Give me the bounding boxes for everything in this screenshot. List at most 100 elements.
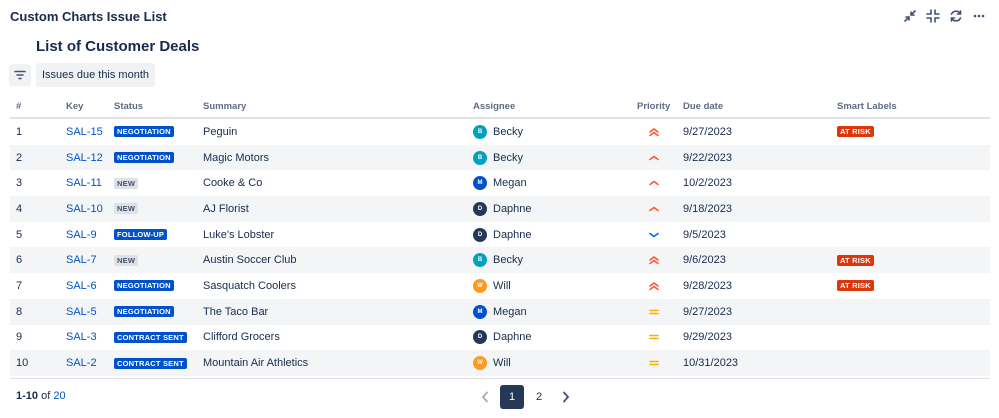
avatar: W [473, 356, 487, 371]
due-date: 9/27/2023 [683, 125, 732, 138]
top-icons [902, 8, 987, 24]
table-row[interactable]: 2 SAL-12 NEGOTIATION Magic Motors B Becky… [10, 144, 990, 171]
assignee-name: Daphne [493, 331, 532, 344]
table-row[interactable]: 6 SAL-7 NEW Austin Soccer Club B Becky 9/… [10, 247, 990, 274]
assignee-name: Will [493, 357, 511, 370]
due-date: 9/28/2023 [683, 279, 732, 292]
chevron-right-icon [563, 391, 570, 403]
filter-button[interactable] [9, 64, 31, 86]
table-row[interactable]: 10 SAL-2 CONTRACT SENT Mountain Air Athl… [10, 350, 990, 376]
status-cell: NEGOTIATION [114, 145, 174, 171]
issue-key-link[interactable]: SAL-6 [66, 279, 97, 292]
summary: Magic Motors [203, 151, 270, 164]
column-header-due[interactable]: Due date [683, 101, 724, 112]
filter-chip[interactable]: Issues due this month [36, 63, 156, 87]
status-badge: FOLLOW-UP [114, 229, 168, 241]
table-row[interactable]: 1 SAL-15 NEGOTIATION Peguin B Becky 9/27/… [10, 119, 990, 145]
page-button[interactable]: 1 [500, 385, 524, 409]
assignee-name: Daphne [493, 202, 532, 215]
column-header-priority[interactable]: Priority [637, 101, 671, 112]
assignee-name: Megan [493, 177, 527, 190]
page-button[interactable]: 2 [535, 391, 543, 403]
minimize-arrows-icon[interactable] [902, 8, 918, 24]
issue-key-link[interactable]: SAL-10 [66, 202, 103, 215]
column-header-num[interactable]: # [16, 101, 22, 112]
table-row[interactable]: 4 SAL-10 NEW AJ Florist D Daphne 9/18/202… [10, 196, 990, 222]
table-row[interactable]: 3 SAL-11 NEW Cooke & Co M Megan 10/2/2023 [10, 170, 990, 196]
at-risk-badge: AT RISK [837, 254, 874, 266]
priority-high-icon [649, 155, 659, 160]
priority-cell [647, 350, 661, 376]
next-page-button[interactable] [554, 385, 578, 409]
assignee-name: Megan [493, 305, 527, 318]
column-header-assignee[interactable]: Assignee [473, 101, 516, 112]
summary: AJ Florist [203, 202, 249, 215]
summary: Cooke & Co [203, 177, 263, 190]
priority-high-icon [649, 206, 659, 212]
due-date: 10/31/2023 [683, 357, 739, 370]
status-badge: CONTRACT SENT [114, 357, 187, 369]
prev-page-button[interactable] [473, 385, 497, 409]
status-badge: NEW [114, 203, 139, 215]
issue-key-link[interactable]: SAL-9 [66, 228, 97, 241]
avatar: D [473, 201, 487, 216]
assignee-name: Will [493, 279, 511, 292]
avatar: M [473, 176, 487, 191]
issue-key-link[interactable]: SAL-15 [66, 125, 103, 138]
app-title: Custom Charts Issue List [10, 9, 167, 24]
at-risk-badge: AT RISK [837, 280, 874, 292]
result-total[interactable]: 20 [53, 390, 66, 402]
chevron-left-icon [481, 391, 488, 403]
avatar: B [473, 253, 487, 268]
more-options-icon[interactable] [971, 8, 987, 24]
column-header-smart-labels[interactable]: Smart Labels [837, 101, 897, 112]
row-number: 7 [16, 279, 23, 292]
row-number: 4 [16, 202, 23, 215]
table-row[interactable]: 9 SAL-3 CONTRACT SENT Clifford Grocers D… [10, 325, 990, 351]
priority-cell [647, 170, 661, 196]
issue-key-link[interactable]: SAL-2 [66, 357, 97, 370]
filter-icon [14, 70, 26, 80]
row-number: 6 [16, 254, 23, 267]
table-row[interactable]: 8 SAL-5 NEGOTIATION The Taco Bar M Megan … [10, 298, 990, 325]
column-header-summary[interactable]: Summary [203, 101, 247, 112]
status-cell: FOLLOW-UP [114, 222, 168, 248]
status-cell: CONTRACT SENT [114, 325, 187, 351]
due-date: 9/6/2023 [683, 254, 726, 267]
status-badge: NEGOTIATION [114, 280, 174, 292]
issues-table: # Key Status Summary Assignee Priority D… [10, 95, 990, 376]
issue-key-link[interactable]: SAL-5 [66, 305, 97, 318]
assignee-cell: W Will [473, 350, 511, 376]
assignee-name: Becky [493, 254, 523, 267]
column-header-status[interactable]: Status [114, 101, 144, 112]
smart-label-cell: AT RISK [837, 273, 874, 299]
column-header-key[interactable]: Key [66, 101, 84, 112]
priority-low-icon [649, 232, 659, 238]
assignee-cell: D Daphne [473, 222, 532, 248]
row-number: 3 [16, 177, 23, 190]
refresh-icon[interactable] [948, 8, 964, 24]
row-number: 2 [16, 151, 23, 164]
issue-key-link[interactable]: SAL-12 [66, 151, 103, 164]
smart-label-cell: AT RISK [837, 247, 874, 273]
assignee-cell: W Will [473, 273, 511, 299]
priority-cell [647, 273, 661, 299]
priority-cell [647, 145, 661, 171]
top-bar: Custom Charts Issue List [0, 0, 999, 34]
priority-cell [647, 325, 661, 351]
status-cell: CONTRACT SENT [114, 350, 187, 376]
priority-medium-icon [649, 335, 659, 340]
issue-key-link[interactable]: SAL-7 [66, 254, 97, 267]
due-date: 9/22/2023 [683, 151, 732, 164]
table-row[interactable]: 5 SAL-9 FOLLOW-UP Luke's Lobster D Daphne… [10, 222, 990, 248]
avatar: M [473, 304, 487, 319]
issue-key-link[interactable]: SAL-11 [66, 177, 102, 190]
collapse-icon[interactable] [925, 8, 941, 24]
issue-key-link[interactable]: SAL-3 [66, 331, 97, 344]
avatar: W [473, 278, 487, 293]
status-badge: NEGOTIATION [114, 152, 174, 164]
avatar: D [473, 227, 487, 242]
due-date: 9/18/2023 [683, 202, 732, 215]
